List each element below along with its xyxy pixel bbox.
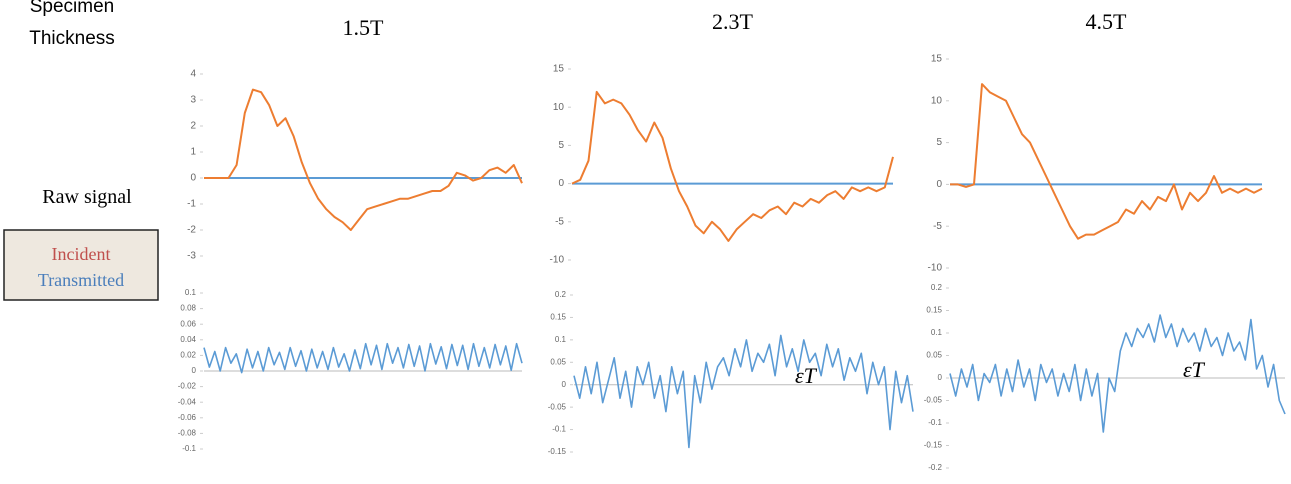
y-tick-label: -3: [187, 251, 196, 262]
y-tick-label: -0.05: [548, 402, 567, 411]
y-tick-label: -1: [187, 199, 196, 210]
y-tick-label: -5: [555, 216, 564, 227]
y-tick-label: 0.1: [931, 328, 943, 337]
y-tick-label: -0.06: [178, 413, 197, 422]
y-tick-label: 0.2: [931, 283, 943, 292]
y-tick-label: 0.2: [555, 290, 567, 299]
y-tick-label: 0: [190, 173, 196, 184]
y-tick-label: 0: [936, 179, 942, 190]
y-tick-label: 0.06: [180, 319, 196, 328]
y-tick-label: 0: [558, 178, 564, 189]
y-tick-label: 4: [190, 69, 196, 80]
y-tick-label: -0.04: [178, 397, 197, 406]
y-tick-label: -0.15: [924, 441, 943, 450]
y-tick-label: -0.15: [548, 447, 567, 456]
y-tick-label: 15: [553, 64, 565, 75]
y-tick-label: 0.15: [550, 313, 566, 322]
row-label: Specimen: [30, 0, 115, 17]
y-tick-label: -0.02: [178, 382, 197, 391]
y-tick-label: 0: [562, 380, 567, 389]
y-tick-label: 2: [190, 121, 196, 132]
y-tick-label: 0.05: [926, 351, 942, 360]
y-tick-label: 0.08: [180, 304, 196, 313]
chart-title: 1.5T: [343, 15, 385, 40]
y-tick-label: -0.08: [178, 429, 197, 438]
y-tick-label: 0.04: [180, 335, 196, 344]
y-tick-label: -0.2: [928, 463, 942, 472]
data-line: [949, 314, 1286, 433]
y-tick-label: -5: [933, 221, 942, 232]
legend-entry: Transmitted: [38, 270, 124, 290]
chart-title: 4.5T: [1086, 9, 1128, 34]
row-label: Raw signal: [42, 186, 132, 208]
y-tick-label: -0.05: [924, 396, 943, 405]
annotation: εT: [1183, 357, 1206, 382]
annotation: εT: [795, 363, 818, 388]
y-tick-label: 1: [190, 147, 196, 158]
y-tick-label: 0.15: [926, 306, 942, 315]
legend-entry: Incident: [52, 244, 111, 264]
y-tick-label: 15: [931, 54, 943, 65]
y-tick-label: 10: [553, 102, 565, 113]
y-tick-label: -10: [928, 263, 943, 274]
legend-box: [3, 229, 159, 301]
y-tick-label: 0.02: [180, 351, 196, 360]
data-line: [204, 88, 523, 231]
y-tick-label: 0.05: [550, 357, 566, 366]
data-line: [573, 334, 914, 449]
data-line: [950, 83, 1263, 240]
data-line: [571, 90, 894, 242]
y-tick-label: 0.1: [185, 288, 197, 297]
y-tick-label: 0.1: [555, 335, 567, 344]
y-tick-label: -0.1: [552, 425, 566, 434]
row-label: Thickness: [29, 28, 115, 49]
y-tick-label: -0.1: [928, 418, 942, 427]
y-tick-label: 0: [938, 373, 943, 382]
y-tick-label: 0: [192, 366, 197, 375]
y-tick-label: 5: [558, 140, 564, 151]
y-tick-label: -2: [187, 225, 196, 236]
y-tick-label: 3: [190, 95, 196, 106]
chart-title: 2.3T: [712, 9, 754, 34]
data-line: [203, 342, 523, 374]
y-tick-label: -10: [550, 255, 565, 266]
y-tick-label: 10: [931, 95, 943, 106]
y-tick-label: 5: [936, 137, 942, 148]
y-tick-label: -0.1: [182, 444, 196, 453]
